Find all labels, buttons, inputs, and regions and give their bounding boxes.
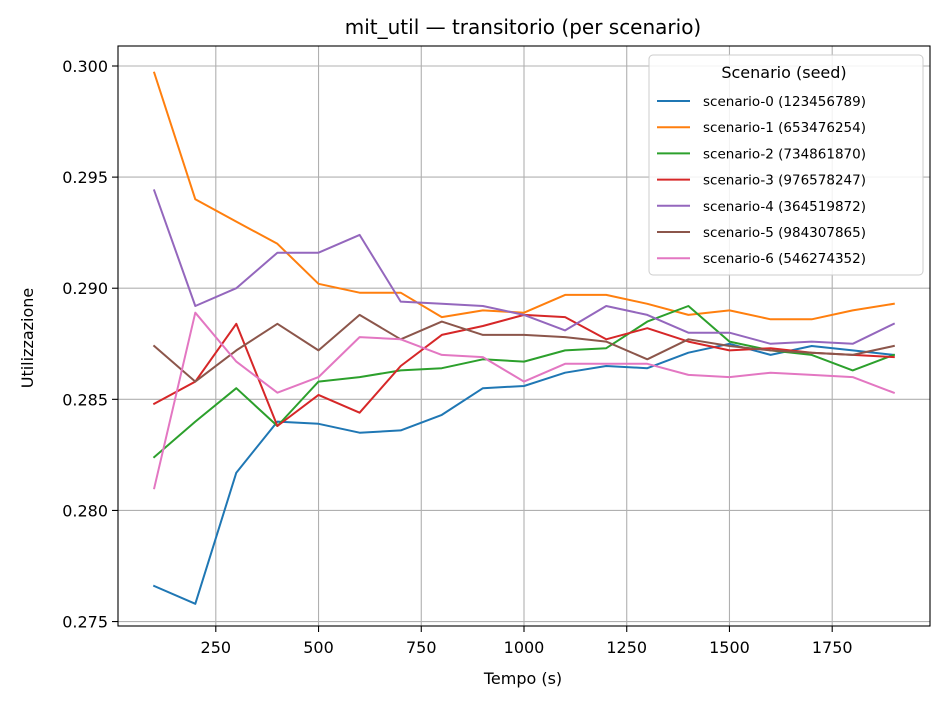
x-tick-label: 250 <box>201 638 232 657</box>
legend-label-4: scenario-4 (364519872) <box>703 199 866 215</box>
y-tick-label: 0.300 <box>62 57 108 76</box>
legend-label-0: scenario-0 (123456789) <box>703 94 866 110</box>
y-tick-label: 0.280 <box>62 501 108 520</box>
series-line-5 <box>152 313 895 383</box>
axis-ticks: 250 500 750 1000 1250 1500 1750 0.275 0.280 0.285… <box>62 57 852 657</box>
legend-label-6: scenario-6 (546274352) <box>703 251 866 267</box>
legend: Scenario (seed) scenario-0 (123456789)sc… <box>648 54 924 276</box>
legend-label-3: scenario-3 (976578247) <box>703 173 866 189</box>
x-tick-label: 750 <box>406 638 437 657</box>
legend-title: Scenario (seed) <box>721 63 846 82</box>
series-line-1 <box>152 71 895 321</box>
series-line-0 <box>152 342 895 605</box>
y-tick-label: 0.290 <box>62 279 108 298</box>
legend-box <box>648 54 924 276</box>
series-line-4 <box>152 189 896 345</box>
legend-entries: scenario-0 (123456789) scenario-1 (653476… <box>657 94 866 267</box>
y-axis-label: Utilizzazione <box>18 288 37 389</box>
x-tick-label: 1750 <box>812 638 853 657</box>
x-tick-label: 500 <box>303 638 334 657</box>
legend-label-2: scenario-2 (734861870) <box>703 146 866 162</box>
x-axis-label: Tempo (s) <box>483 669 562 688</box>
chart-title: mit_util — transitorio (per scenario) <box>345 15 702 39</box>
grid <box>118 46 930 626</box>
legend-label-1: scenario-1 (653476254) <box>703 120 866 136</box>
series-line-6 <box>152 311 896 490</box>
series-layer <box>152 71 896 605</box>
x-tick-label: 1000 <box>504 638 545 657</box>
y-tick-label: 0.295 <box>62 168 108 187</box>
x-tick-label: 1250 <box>606 638 647 657</box>
legend-label-5: scenario-5 (984307865) <box>703 225 866 241</box>
y-tick-label: 0.285 <box>62 390 108 409</box>
y-tick-label: 0.275 <box>62 613 108 632</box>
x-tick-label: 1500 <box>709 638 750 657</box>
